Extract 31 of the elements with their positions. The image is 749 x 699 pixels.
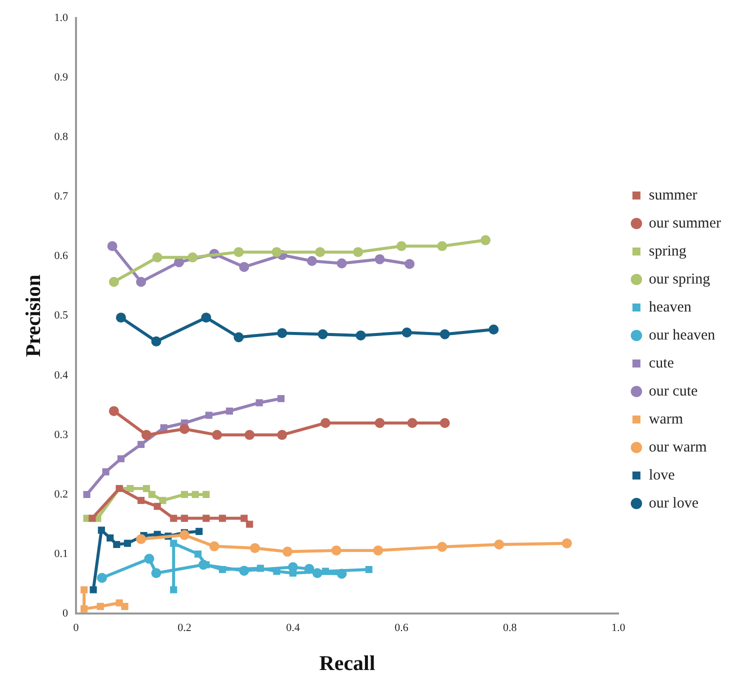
legend-label: our spring (648, 271, 711, 288)
y-tick-label: 0.9 (54, 71, 68, 84)
y-tick-label: 0.6 (54, 250, 68, 262)
x-tick-label: 0.6 (394, 622, 409, 634)
x-tick-label: 0.2 (178, 622, 192, 634)
x-tick-label: 0.8 (503, 622, 518, 634)
legend-label: summer (648, 187, 698, 204)
x-tick-label: 1.0 (612, 622, 626, 634)
legend-label: our love (648, 495, 699, 512)
y-tick-label: 0 (62, 607, 68, 620)
legend-label: spring (648, 243, 687, 260)
legend-label: warm (648, 411, 684, 428)
x-axis-title: Recall (319, 650, 376, 675)
legend-label: love (648, 467, 676, 484)
y-tick-label: 0.8 (54, 131, 68, 144)
legend-label: our warm (648, 439, 708, 456)
legend-label: cute (648, 355, 674, 372)
legend-label: heaven (648, 299, 692, 316)
legend-label: our summer (648, 215, 722, 232)
y-tick-label: 0.7 (54, 190, 68, 203)
y-tick-label: 0.3 (54, 428, 68, 441)
y-tick-label: 0.1 (54, 548, 68, 560)
legend-label: our cute (648, 383, 698, 400)
y-tick-label: 0.4 (54, 369, 68, 382)
y-axis-title: Precision (21, 274, 46, 358)
legend-label: our heaven (648, 327, 716, 344)
y-tick-label: 0.5 (54, 310, 68, 322)
x-tick-label: 0 (73, 622, 80, 634)
y-tick-label: 0.2 (54, 488, 68, 500)
x-tick-label: 0.4 (286, 622, 300, 634)
y-tick-label: 1.0 (54, 12, 68, 24)
